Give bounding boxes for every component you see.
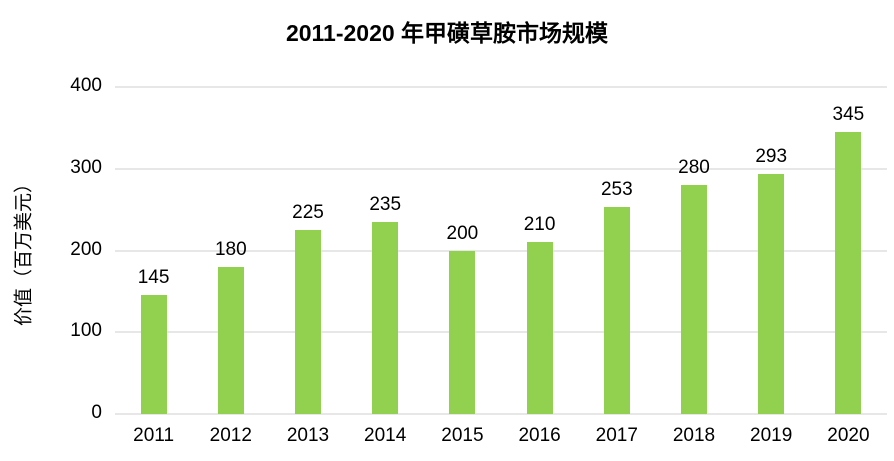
y-tick-label: 200 [70, 238, 102, 260]
y-tick-label: 0 [91, 402, 102, 423]
bar-value-label: 345 [832, 103, 865, 125]
bar [835, 131, 862, 414]
bar-value-label: 180 [214, 238, 247, 260]
bar [217, 266, 244, 414]
bar-value-label: 200 [446, 222, 479, 244]
bar [140, 295, 167, 414]
bar-value-label: 253 [600, 179, 633, 201]
gridline [115, 331, 887, 334]
bar-value-label: 225 [292, 202, 324, 224]
bar-value-label: 280 [678, 157, 710, 179]
bar-value-label: 145 [137, 267, 170, 289]
x-tick-label: 2014 [364, 425, 407, 446]
chart-title: 2011-2020 年甲磺草胺市场规模 [285, 20, 609, 46]
bar [758, 174, 785, 414]
bar [295, 230, 321, 414]
y-tick-label: 400 [70, 75, 102, 96]
bar [603, 207, 630, 414]
x-tick-label: 2011 [133, 425, 175, 446]
y-tick-label: 300 [70, 156, 102, 178]
x-tick-label: 2017 [595, 425, 638, 446]
x-tick-label: 2020 [827, 425, 870, 446]
bar-value-label: 293 [755, 146, 788, 168]
x-tick-label: 2015 [441, 425, 484, 446]
y-axis-label: 价值（百万美元） [13, 173, 35, 327]
x-tick-label: 2013 [286, 425, 330, 446]
gridline [115, 249, 887, 252]
x-tick-label: 2019 [750, 425, 793, 446]
gridline [115, 86, 887, 88]
bar-value-label: 235 [369, 193, 402, 215]
bar-value-label: 210 [523, 214, 556, 236]
x-tick-label: 2018 [672, 425, 716, 446]
bar [372, 221, 399, 414]
bar [526, 242, 553, 414]
bar [449, 250, 476, 414]
bar [681, 185, 707, 414]
gridline [115, 413, 887, 415]
y-tick-label: 100 [70, 320, 102, 342]
x-tick-label: 2012 [209, 425, 252, 446]
x-tick-label: 2016 [518, 425, 561, 446]
gridline [115, 167, 887, 170]
